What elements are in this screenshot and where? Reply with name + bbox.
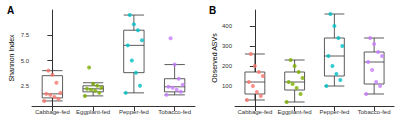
svg-text:A: A [7,5,14,16]
svg-text:Cabbage-fed: Cabbage-fed [35,109,70,115]
svg-text:7.5: 7.5 [21,32,30,38]
svg-text:300: 300 [222,43,233,49]
svg-text:400: 400 [222,23,233,29]
svg-text:Pepper-fed: Pepper-fed [320,109,350,115]
svg-text:100: 100 [222,83,233,89]
svg-text:Pepper-fed: Pepper-fed [119,109,149,115]
svg-text:Tobacco-fed: Tobacco-fed [158,109,191,115]
svg-text:Cabbage-fed: Cabbage-fed [238,109,273,115]
svg-text:Eggplant-fed: Eggplant-fed [76,109,110,115]
svg-text:5.0: 5.0 [21,58,30,64]
svg-text:Eggplant-fed: Eggplant-fed [278,109,312,115]
svg-text:Observed ASVs: Observed ASVs [211,33,218,83]
svg-text:Shannon Index: Shannon Index [8,34,15,82]
svg-text:200: 200 [222,63,233,69]
svg-text:Tobacco-fed: Tobacco-fed [358,109,391,115]
svg-text:2.5: 2.5 [21,83,30,89]
svg-text:B: B [209,5,216,16]
